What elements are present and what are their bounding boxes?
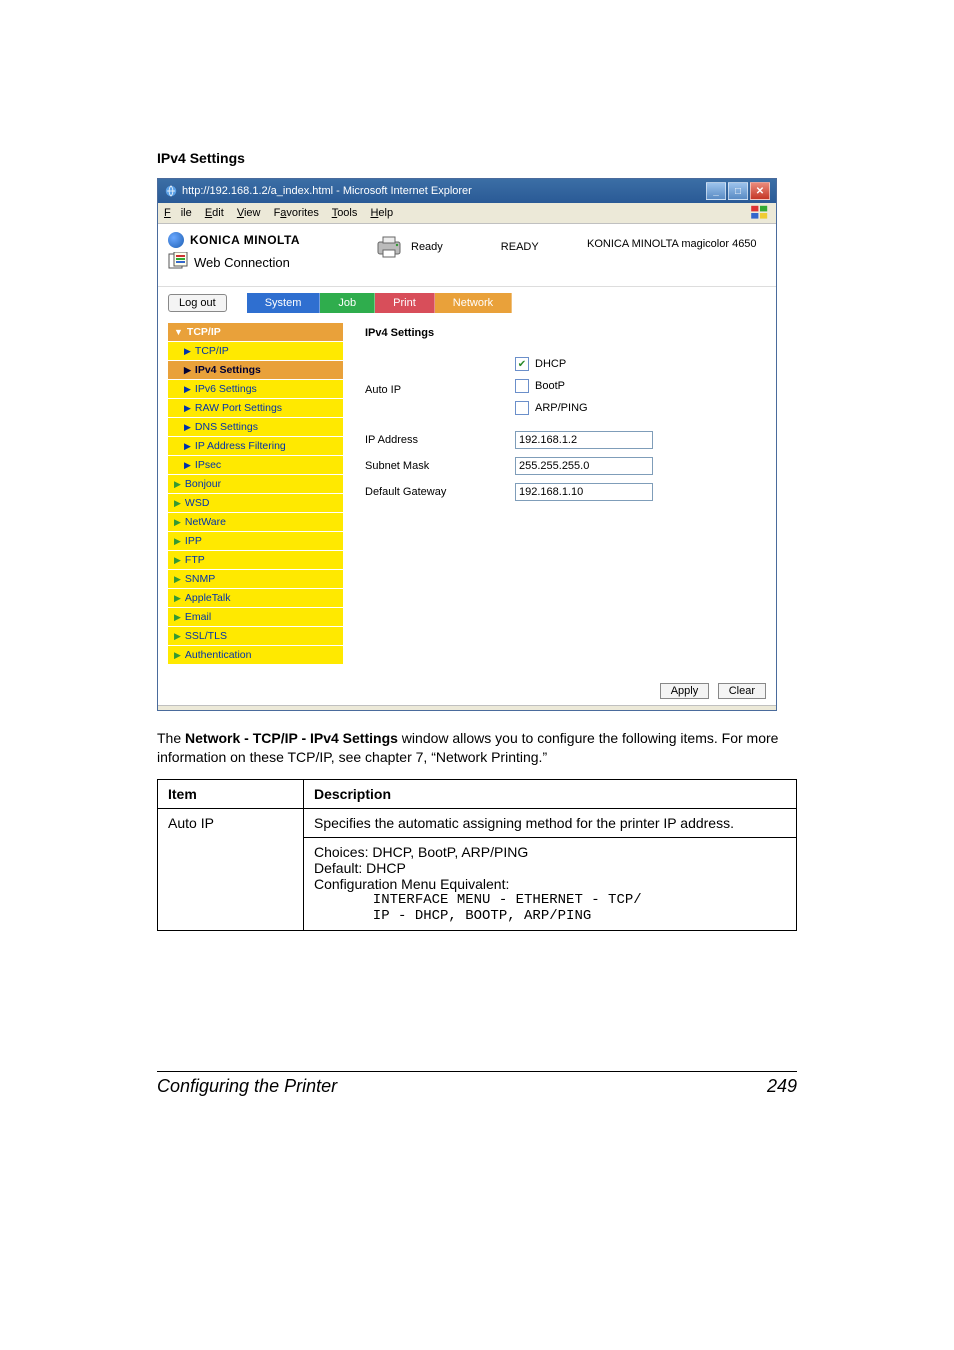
ready-caption: READY	[501, 241, 539, 253]
table-row: Auto IP Specifies the automatic assignin…	[158, 808, 797, 837]
sidebar-item-email[interactable]: ▶Email	[168, 608, 343, 627]
footer-title: Configuring the Printer	[157, 1076, 337, 1097]
chevron-right-icon: ▶	[174, 479, 181, 490]
app-header: KONICA MINOLTA Web Connection Ready READ…	[158, 224, 776, 287]
sidebar-item-netware[interactable]: ▶NetWare	[168, 513, 343, 532]
arpping-checkbox[interactable]	[515, 401, 529, 415]
subnet-mask-label: Subnet Mask	[365, 460, 515, 472]
menu-tools[interactable]: Tools	[332, 207, 358, 219]
menu-favorites[interactable]: Favorites	[274, 207, 319, 219]
chevron-right-icon: ▶	[184, 403, 191, 414]
ie-icon	[164, 184, 178, 198]
sidebar-sub-rawport[interactable]: ▶RAW Port Settings	[168, 399, 343, 418]
close-button[interactable]: ✕	[750, 182, 770, 200]
sidebar-sub-ipv6[interactable]: ▶IPv6 Settings	[168, 380, 343, 399]
chevron-right-icon: ▶	[174, 593, 181, 604]
dhcp-checkbox[interactable]: ✔	[515, 357, 529, 371]
logout-button[interactable]: Log out	[168, 294, 227, 312]
sidebar-item-ssl[interactable]: ▶SSL/TLS	[168, 627, 343, 646]
cell-item: Auto IP	[158, 808, 304, 930]
sidebar-item-auth[interactable]: ▶Authentication	[168, 646, 343, 665]
chevron-right-icon: ▶	[174, 536, 181, 547]
bootp-label: BootP	[535, 380, 565, 392]
chevron-right-icon: ▶	[184, 422, 191, 433]
footer-page-number: 249	[767, 1076, 797, 1097]
gateway-label: Default Gateway	[365, 486, 515, 498]
sidebar-item-bonjour[interactable]: ▶Bonjour	[168, 475, 343, 494]
cell-desc-1: Specifies the automatic assigning method…	[304, 808, 797, 837]
sidebar-sub-ipsec[interactable]: ▶IPsec	[168, 456, 343, 475]
menu-help[interactable]: Help	[370, 207, 393, 219]
bootp-checkbox[interactable]	[515, 379, 529, 393]
chevron-right-icon: ▶	[174, 650, 181, 661]
printer-icon	[375, 236, 403, 258]
browser-window: http://192.168.1.2/a_index.html - Micros…	[157, 178, 777, 711]
brand-secondary: Web Connection	[194, 255, 290, 270]
sidebar: ▼ TCP/IP ▶TCP/IP ▶IPv4 Settings ▶IPv6 Se…	[168, 323, 343, 665]
chevron-right-icon: ▶	[184, 346, 191, 357]
tab-system[interactable]: System	[247, 293, 321, 313]
auto-ip-label: Auto IP	[365, 384, 515, 396]
ip-address-label: IP Address	[365, 434, 515, 446]
minimize-button[interactable]: _	[706, 182, 726, 200]
sidebar-item-snmp[interactable]: ▶SNMP	[168, 570, 343, 589]
chevron-right-icon: ▶	[184, 384, 191, 395]
chevron-right-icon: ▶	[174, 631, 181, 642]
chevron-right-icon: ▶	[184, 365, 191, 376]
table-head-item: Item	[158, 779, 304, 808]
windows-logo-icon	[750, 205, 770, 221]
chevron-right-icon: ▶	[174, 555, 181, 566]
cell-desc-2: Choices: DHCP, BootP, ARP/PING Default: …	[304, 837, 797, 930]
page-footer: Configuring the Printer 249	[157, 1071, 797, 1097]
sidebar-item-wsd[interactable]: ▶WSD	[168, 494, 343, 513]
brand-primary: KONICA MINOLTA	[190, 233, 300, 247]
statusbar	[158, 705, 776, 710]
tab-job[interactable]: Job	[320, 293, 375, 313]
sidebar-top-label: TCP/IP	[187, 326, 221, 338]
sidebar-item-ftp[interactable]: ▶FTP	[168, 551, 343, 570]
clear-button[interactable]: Clear	[718, 683, 766, 699]
arpping-label: ARP/PING	[535, 402, 588, 414]
menu-view[interactable]: View	[237, 207, 261, 219]
sidebar-sub-dns[interactable]: ▶DNS Settings	[168, 418, 343, 437]
chevron-right-icon: ▶	[174, 612, 181, 623]
button-bar: Apply Clear	[158, 675, 776, 705]
ip-address-input[interactable]: 192.168.1.2	[515, 431, 653, 449]
window-titlebar: http://192.168.1.2/a_index.html - Micros…	[158, 179, 776, 203]
sidebar-top-tcpip[interactable]: ▼ TCP/IP	[168, 323, 343, 342]
status-label: Ready	[411, 241, 443, 253]
gateway-input[interactable]: 192.168.1.10	[515, 483, 653, 501]
chevron-right-icon: ▶	[184, 441, 191, 452]
table-head-desc: Description	[304, 779, 797, 808]
menu-file[interactable]: File	[164, 207, 192, 219]
chevron-right-icon: ▶	[174, 574, 181, 585]
chevron-down-icon: ▼	[174, 327, 183, 337]
sidebar-item-appletalk[interactable]: ▶AppleTalk	[168, 589, 343, 608]
menu-edit[interactable]: Edit	[205, 207, 224, 219]
dhcp-label: DHCP	[535, 358, 566, 370]
model-label: KONICA MINOLTA magicolor 4650	[587, 232, 766, 250]
pagescope-icon	[168, 252, 190, 270]
chevron-right-icon: ▶	[184, 460, 191, 471]
window-title: http://192.168.1.2/a_index.html - Micros…	[182, 185, 472, 197]
subnet-mask-input[interactable]: 255.255.255.0	[515, 457, 653, 475]
tab-bar: System Job Print Network	[247, 293, 512, 313]
description-table: Item Description Auto IP Specifies the a…	[157, 779, 797, 931]
km-globe-icon	[168, 232, 184, 248]
menubar: File Edit View Favorites Tools Help	[158, 203, 776, 224]
body-paragraph: The Network - TCP/IP - IPv4 Settings win…	[157, 729, 797, 767]
apply-button[interactable]: Apply	[660, 683, 710, 699]
tab-network[interactable]: Network	[435, 293, 512, 313]
sidebar-sub-ipv4[interactable]: ▶IPv4 Settings	[168, 361, 343, 380]
chevron-right-icon: ▶	[174, 517, 181, 528]
sidebar-sub-ipfilter[interactable]: ▶IP Address Filtering	[168, 437, 343, 456]
form-title: IPv4 Settings	[365, 327, 760, 339]
sidebar-sub-tcpip[interactable]: ▶TCP/IP	[168, 342, 343, 361]
form-panel: IPv4 Settings Auto IP ✔ DHCP BootP ARP/PI…	[349, 323, 766, 665]
maximize-button[interactable]: □	[728, 182, 748, 200]
tab-print[interactable]: Print	[375, 293, 435, 313]
chevron-right-icon: ▶	[174, 498, 181, 509]
section-heading: IPv4 Settings	[157, 150, 797, 166]
sidebar-item-ipp[interactable]: ▶IPP	[168, 532, 343, 551]
